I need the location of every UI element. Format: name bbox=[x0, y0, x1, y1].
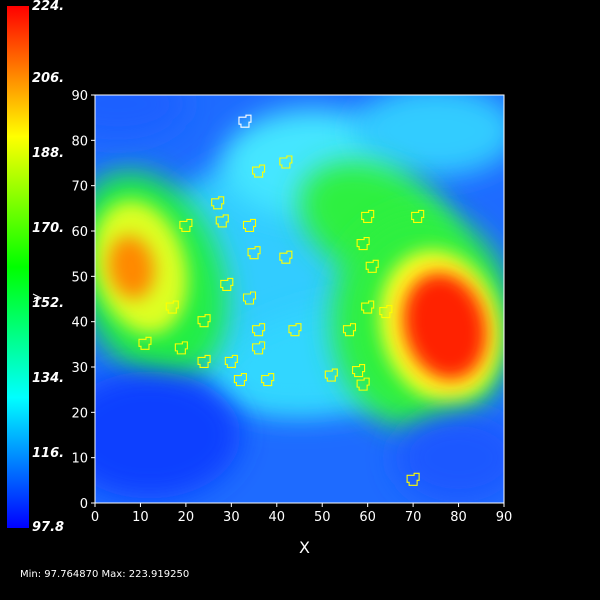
y-axis-tick-label: 10 bbox=[71, 452, 88, 467]
colorbar-tick-label: 116. bbox=[32, 446, 65, 461]
contour-marker bbox=[224, 354, 238, 369]
cursor-icon bbox=[32, 293, 43, 303]
min-max-readout: Min: 97.764870 Max: 223.919250 bbox=[20, 569, 190, 580]
contour-marker bbox=[406, 472, 420, 486]
x-axis-tick-label: 0 bbox=[91, 510, 99, 525]
y-axis-tick-label: 20 bbox=[71, 406, 88, 421]
contour-marker bbox=[197, 354, 211, 369]
x-axis-tick-label: 20 bbox=[178, 510, 195, 525]
contour-marker bbox=[288, 323, 302, 337]
colorbar-tick-label: 170. bbox=[32, 221, 65, 236]
contour-marker bbox=[361, 209, 375, 223]
contour-marker bbox=[165, 300, 179, 314]
contour-marker bbox=[247, 246, 261, 260]
colorbar-tick-label: 134. bbox=[32, 371, 65, 386]
contour-marker bbox=[324, 368, 338, 382]
heatmap-blob bbox=[108, 235, 155, 299]
contour-marker bbox=[233, 373, 247, 387]
y-axis-tick-label: 40 bbox=[71, 316, 88, 331]
contour-marker bbox=[342, 323, 357, 337]
contour-marker bbox=[252, 323, 266, 337]
heatmap-blob bbox=[354, 95, 504, 177]
y-axis-tick-label: 0 bbox=[80, 497, 88, 512]
contour-marker bbox=[352, 363, 366, 378]
contour-marker bbox=[197, 314, 211, 328]
heatmap-blob bbox=[394, 412, 504, 503]
contour-marker bbox=[215, 214, 229, 228]
heatmap-blob bbox=[95, 95, 186, 141]
colorbar-tick-label: 206. bbox=[32, 71, 65, 86]
contour-marker bbox=[242, 218, 257, 233]
x-axis-tick-label: 90 bbox=[496, 510, 513, 525]
colorbar-tick-label: 188. bbox=[32, 146, 65, 161]
contour-marker bbox=[238, 114, 252, 128]
y-axis-tick-label: 60 bbox=[71, 225, 88, 240]
x-axis-tick-label: 30 bbox=[223, 510, 240, 525]
colorbar-tick-label: 97.8 bbox=[32, 520, 65, 535]
heatmap-blob bbox=[95, 371, 241, 499]
contour-marker bbox=[211, 196, 225, 210]
y-axis-tick-label: 50 bbox=[71, 270, 88, 285]
contour-marker bbox=[242, 291, 257, 305]
colorbar-tick-label: 224. bbox=[32, 0, 65, 14]
contour-marker bbox=[356, 377, 370, 391]
contour-marker bbox=[174, 341, 188, 355]
heatmap-field bbox=[95, 95, 504, 503]
contour-marker bbox=[220, 277, 234, 291]
contour-marker bbox=[361, 300, 375, 314]
y-axis-tick-label: 80 bbox=[71, 134, 88, 149]
x-axis-tick-label: 70 bbox=[405, 510, 422, 525]
contour-marker bbox=[356, 237, 370, 251]
x-axis-label: X bbox=[299, 538, 310, 557]
x-axis-tick-label: 80 bbox=[450, 510, 467, 525]
x-axis-tick-label: 40 bbox=[269, 510, 286, 525]
contour-marker bbox=[252, 341, 266, 355]
y-axis-tick-label: 30 bbox=[71, 361, 88, 376]
x-axis-tick-label: 50 bbox=[314, 510, 331, 525]
colorbar bbox=[7, 6, 29, 528]
contour-marker bbox=[365, 259, 379, 273]
contour-marker bbox=[279, 250, 293, 264]
contour-marker bbox=[261, 373, 275, 387]
y-axis-tick-label: 70 bbox=[71, 180, 88, 195]
contour-marker bbox=[179, 218, 193, 233]
contour-marker bbox=[279, 155, 293, 169]
contour-marker bbox=[252, 164, 266, 178]
heatmap-blob bbox=[402, 272, 487, 380]
x-axis-tick-label: 10 bbox=[132, 510, 149, 525]
y-axis-tick-label: 90 bbox=[71, 89, 88, 104]
contour-marker bbox=[411, 209, 425, 223]
contour-marker bbox=[138, 336, 152, 350]
contour-marker bbox=[379, 305, 393, 319]
x-axis-tick-label: 60 bbox=[359, 510, 376, 525]
colorbar-tick-label: 152. bbox=[32, 296, 65, 311]
plot-frame bbox=[94, 94, 505, 504]
